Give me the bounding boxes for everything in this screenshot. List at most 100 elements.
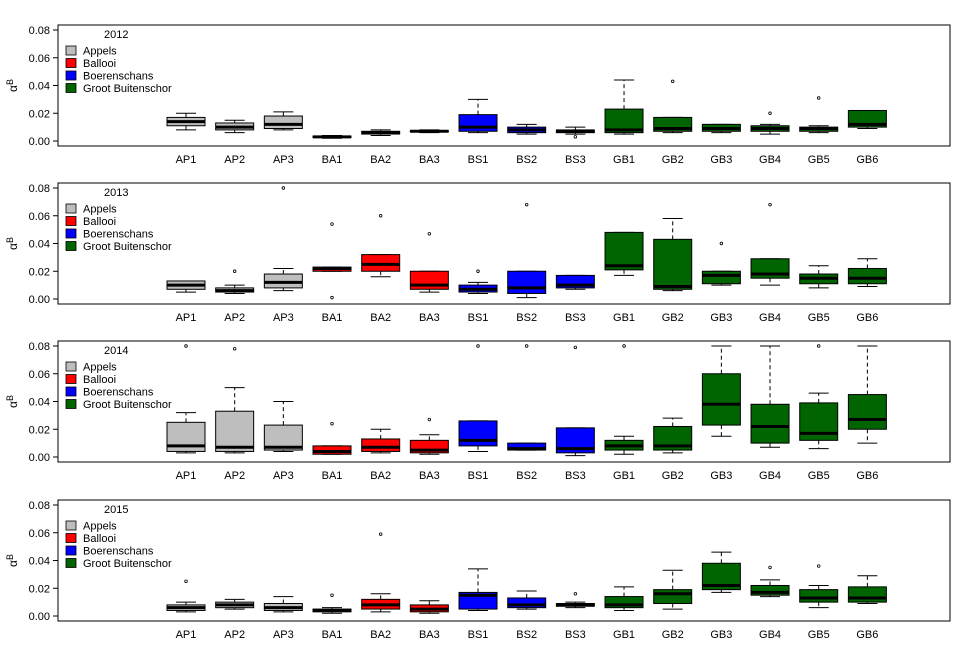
panel-2014: 0.000.020.040.060.08αB2014AppelsBallooiB… <box>5 340 951 482</box>
x-tick-label: BA3 <box>419 629 440 641</box>
y-axis-label: αB <box>5 237 20 250</box>
y-axis-label: αB <box>5 554 20 567</box>
x-tick-label: BA3 <box>419 154 440 166</box>
x-tick-label: BS2 <box>516 470 537 482</box>
box-iqr <box>215 410 255 452</box>
legend-swatch <box>65 203 77 214</box>
x-tick-label: GB1 <box>613 470 635 482</box>
legend-label: Boerenschans <box>83 229 154 241</box>
legend-label: Ballooi <box>83 374 116 386</box>
y-axis-label: αB <box>5 79 20 92</box>
outlier-point <box>622 344 626 348</box>
y-tick-label: 0.00 <box>29 294 50 306</box>
x-tick-label: GB4 <box>759 629 781 641</box>
x-tick-label: AP3 <box>273 470 294 482</box>
box-BA1: BA1 <box>312 593 352 641</box>
legend-label: Appels <box>83 521 117 533</box>
x-tick-label: GB3 <box>710 312 732 324</box>
box-iqr <box>653 589 693 605</box>
legend-label: Appels <box>83 204 117 216</box>
box-iqr <box>653 425 693 451</box>
x-tick-label: BA2 <box>370 154 391 166</box>
legend-swatch <box>65 216 77 226</box>
box-BA2: BA2 <box>361 214 401 324</box>
box-GB5: GB5 <box>799 96 839 166</box>
x-tick-label: GB3 <box>710 470 732 482</box>
x-tick-label: BA3 <box>419 470 440 482</box>
box-iqr <box>458 420 498 447</box>
x-tick-label: BA2 <box>370 629 391 641</box>
y-tick-label: 0.08 <box>29 341 50 353</box>
outlier-point <box>768 111 772 115</box>
x-tick-label: GB2 <box>662 629 684 641</box>
box-iqr <box>799 589 839 603</box>
box-iqr <box>701 270 741 285</box>
box-BS2: BS2 <box>507 590 547 641</box>
x-tick-label: BS2 <box>516 154 537 166</box>
box-GB2: GB2 <box>653 79 693 166</box>
x-tick-label: AP2 <box>224 312 245 324</box>
box-iqr <box>653 238 693 290</box>
y-tick-label: 0.06 <box>29 211 50 223</box>
panel-2013: 0.000.020.040.060.08αB2013AppelsBallooiB… <box>5 182 951 324</box>
box-BA2: BA2 <box>361 129 401 166</box>
x-tick-label: GB1 <box>613 154 635 166</box>
box-iqr <box>361 438 401 452</box>
box-GB6: GB6 <box>847 345 887 482</box>
legend-label: Boerenschans <box>83 387 154 399</box>
box-GB5: GB5 <box>799 564 839 641</box>
x-tick-label: AP3 <box>273 629 294 641</box>
legend-swatch <box>65 545 77 556</box>
y-tick-label: 0.02 <box>29 583 50 595</box>
x-tick-label: AP1 <box>176 312 197 324</box>
box-BS1: BS1 <box>458 344 498 482</box>
y-tick-label: 0.00 <box>29 136 50 148</box>
outlier-point <box>378 214 383 218</box>
box-BS3: BS3 <box>555 345 595 482</box>
box-BA3: BA3 <box>409 232 449 324</box>
x-tick-label: GB3 <box>710 154 732 166</box>
panel-frame <box>57 499 951 622</box>
y-tick-label: 0.02 <box>29 266 50 278</box>
outlier-point <box>232 347 237 351</box>
x-tick-label: AP2 <box>224 629 245 641</box>
box-GB5: GB5 <box>799 344 839 482</box>
box-iqr <box>750 403 790 444</box>
x-tick-label: GB2 <box>662 154 684 166</box>
box-AP3: AP3 <box>263 111 303 166</box>
outlier-point <box>573 135 578 139</box>
box-GB1: GB1 <box>604 344 644 482</box>
box-BA1: BA1 <box>312 134 352 166</box>
legend-label: Groot Buitenschor <box>83 83 172 95</box>
panel-2012: 0.000.020.040.060.08αB2012AppelsBallooiB… <box>5 24 951 166</box>
box-GB2: GB2 <box>653 569 693 641</box>
outlier-point <box>817 344 821 348</box>
x-tick-label: BA1 <box>322 629 343 641</box>
x-tick-label: GB6 <box>856 154 878 166</box>
box-AP2: AP2 <box>215 347 255 482</box>
box-GB1: GB1 <box>604 79 644 166</box>
box-BS1: BS1 <box>458 269 498 324</box>
x-tick-label: GB2 <box>662 470 684 482</box>
box-GB6: GB6 <box>847 109 887 166</box>
box-iqr <box>458 114 498 132</box>
y-tick-label: 0.08 <box>29 183 50 195</box>
y-tick-label: 0.00 <box>29 452 50 464</box>
box-iqr <box>847 586 887 603</box>
x-tick-label: GB5 <box>808 312 830 324</box>
x-tick-label: AP1 <box>176 470 197 482</box>
panel-title: 2014 <box>104 345 128 357</box>
legend-label: Groot Buitenschor <box>83 399 172 411</box>
x-tick-label: BS3 <box>565 629 586 641</box>
x-tick-label: BS2 <box>516 312 537 324</box>
x-tick-label: BS2 <box>516 629 537 641</box>
box-iqr <box>604 231 644 271</box>
legend-label: Boerenschans <box>83 546 154 558</box>
outlier-point <box>184 579 188 584</box>
x-tick-label: AP1 <box>176 629 197 641</box>
x-tick-label: BA2 <box>370 312 391 324</box>
box-BA1: BA1 <box>312 222 352 324</box>
outlier-point <box>427 417 432 422</box>
outlier-point <box>524 344 529 348</box>
box-GB4: GB4 <box>750 565 790 641</box>
